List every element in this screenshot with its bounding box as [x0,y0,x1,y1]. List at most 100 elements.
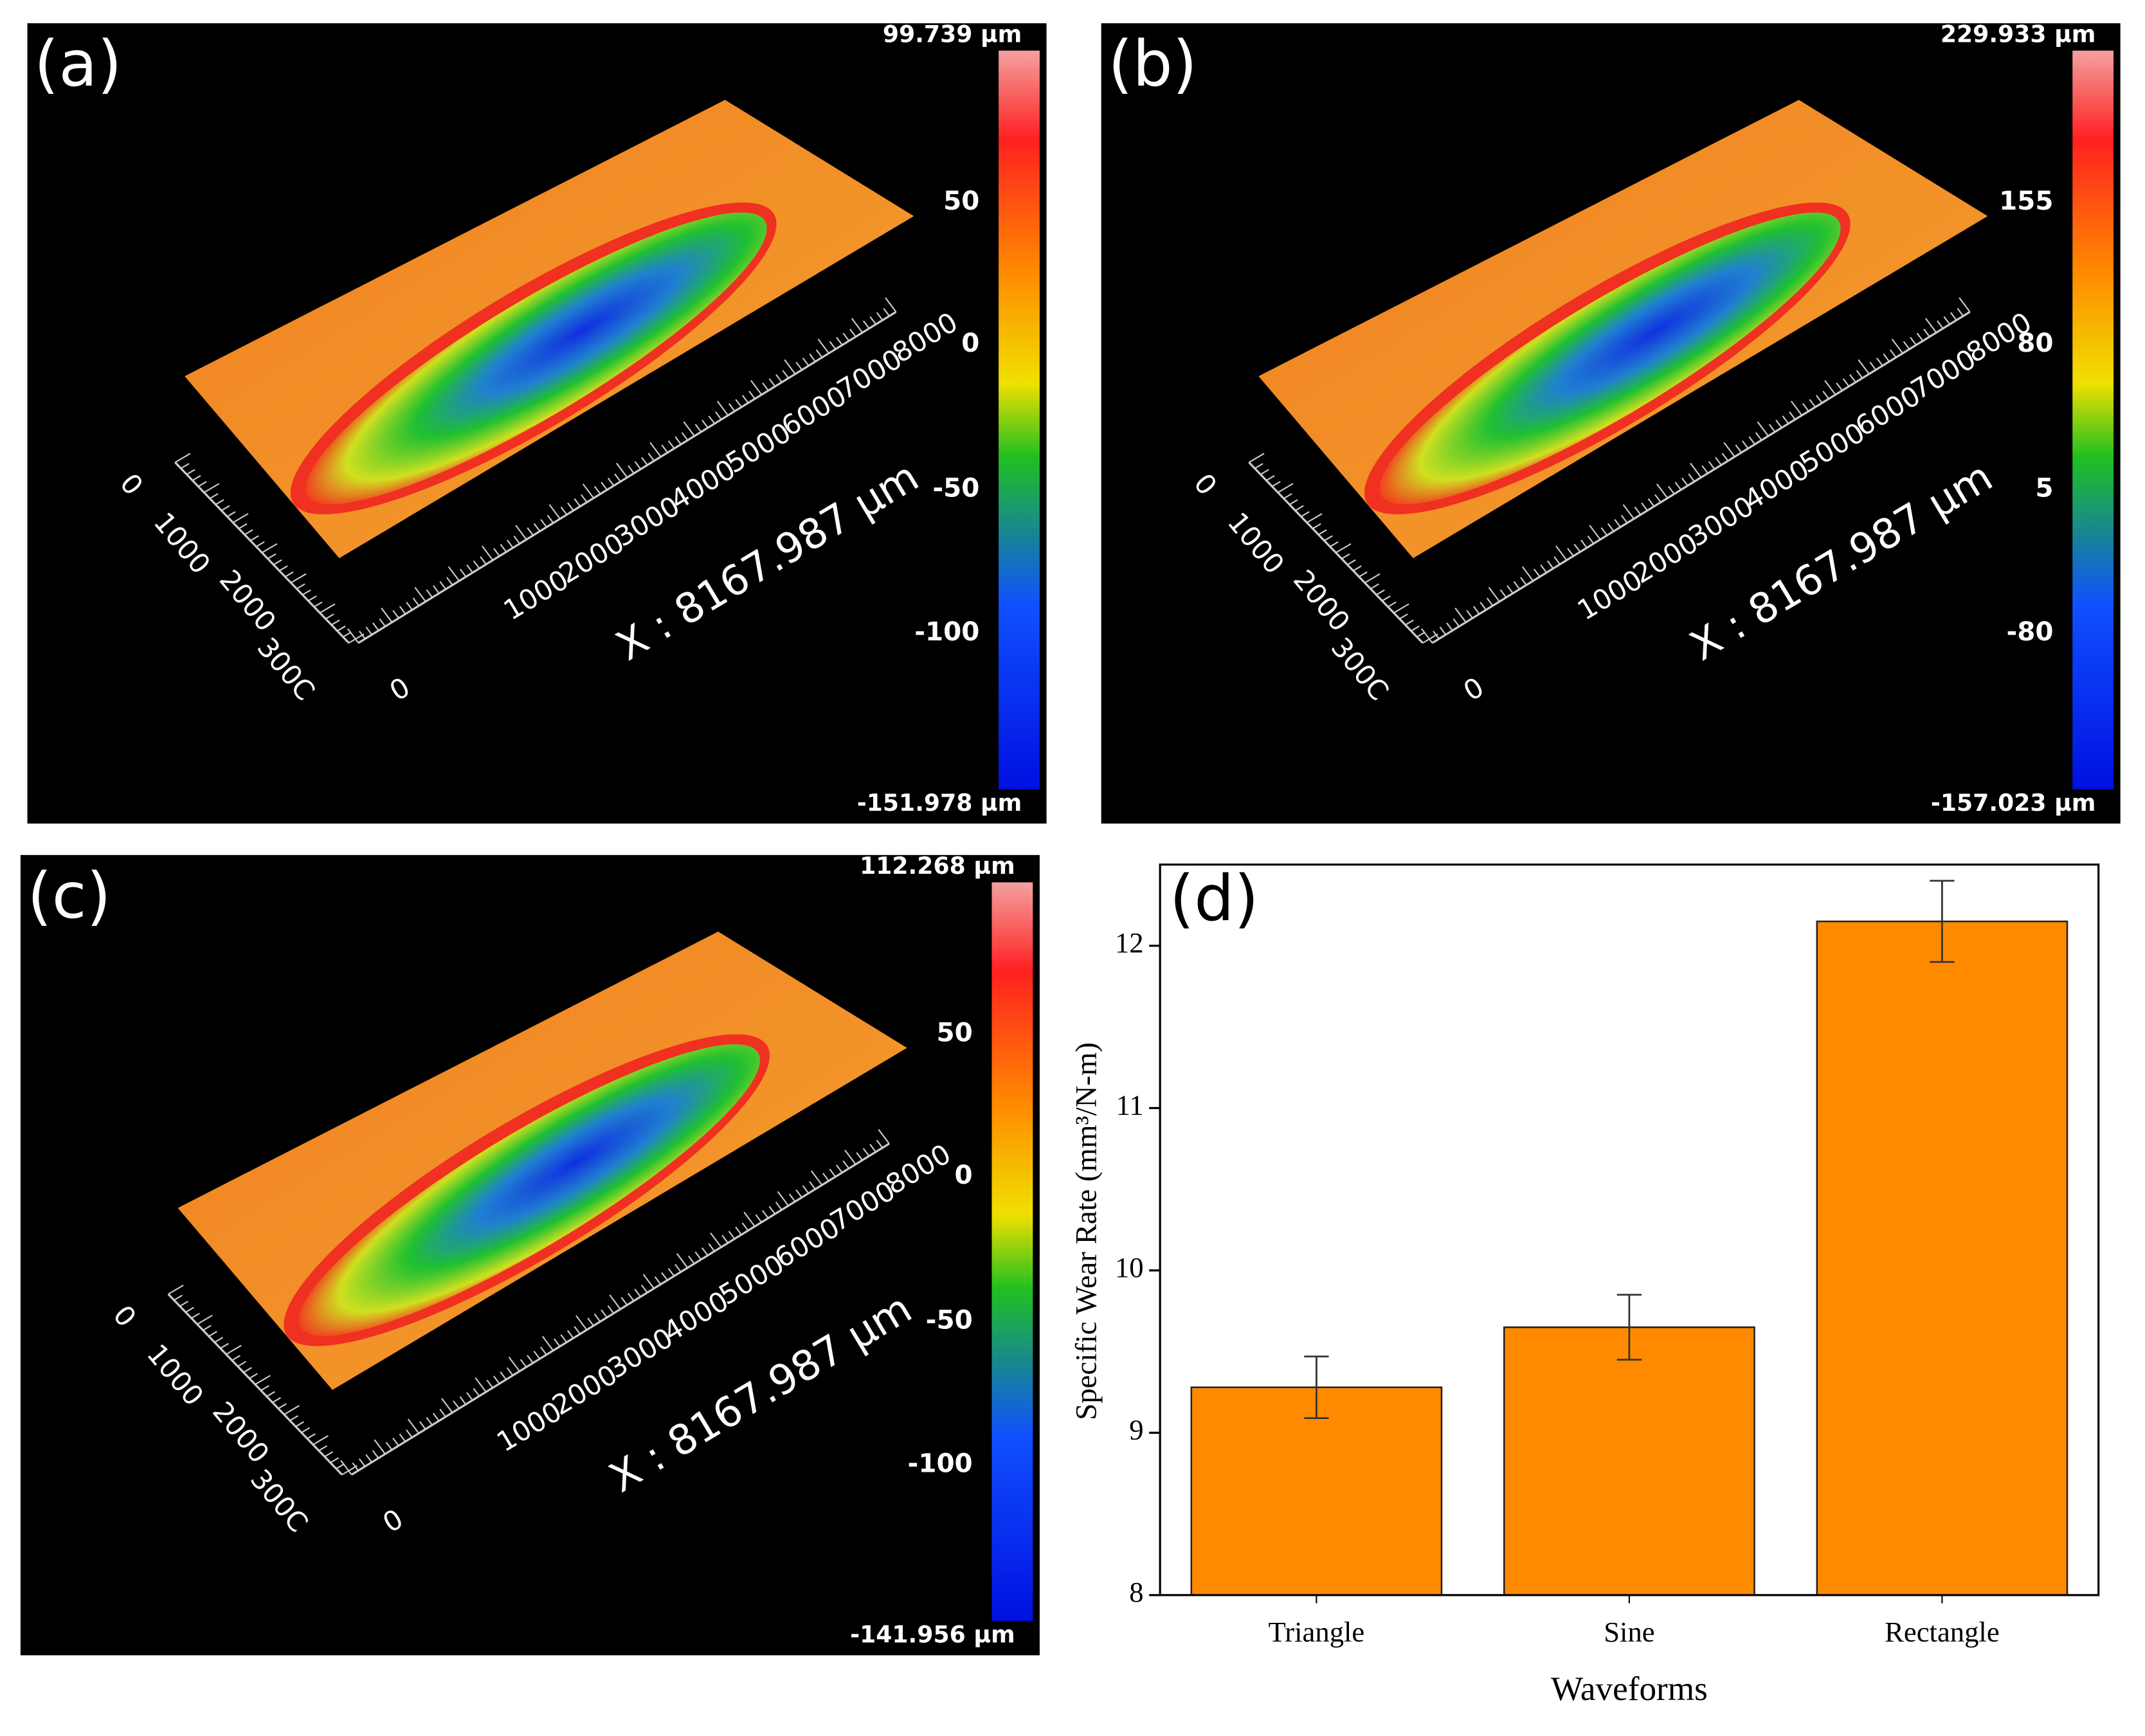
axis-tick [267,553,276,559]
axis-tick [795,1189,802,1198]
axis-tick [1654,494,1661,503]
axis-tick [849,329,856,338]
axis-tick [777,1191,789,1206]
axis-tick [439,1408,446,1418]
axis-tick [728,403,736,412]
axis-tick [1513,581,1521,590]
axis-tick [548,504,561,520]
axis-tick [566,1330,574,1339]
axis-tick [748,390,756,399]
axis-tick [325,613,334,620]
axis-tick [1824,380,1836,395]
axis-tick [352,1462,359,1471]
axis-tick [1587,535,1595,545]
axis-tick [1521,566,1534,582]
axis-tick [493,548,500,557]
axis-tick [782,370,790,379]
axis-tick [768,378,776,387]
axis-tick [560,506,568,516]
axis-tick [208,1330,217,1337]
wear-scar [1379,212,1841,505]
axis-tick [341,1465,358,1476]
axis-tick [1656,483,1669,499]
axis-tick [237,1361,246,1368]
axis-tick [674,436,682,445]
axis-tick [520,1359,527,1368]
wear-scar [305,212,767,505]
axis-tick [399,1433,406,1442]
axis-tick [1422,633,1438,644]
axis-tick [829,1168,837,1177]
axis-tick [1317,529,1327,536]
axis-tick [616,462,628,478]
axis-tick [1647,498,1655,507]
axis-tick [1433,631,1440,640]
axis-tick [1312,523,1321,530]
axis-tick [836,337,843,346]
axis-tick [1790,401,1803,416]
axis-tick [1260,469,1269,475]
axis-tick [768,1206,776,1215]
axis-tick [1466,610,1474,619]
axis-tick [1607,523,1615,532]
axis-tick [1553,556,1561,565]
axis-tick [667,1268,675,1277]
axis-tick [540,1346,547,1355]
axis-tick [741,395,749,404]
axis-tick [255,541,265,548]
colorbar-label: 5 [2035,473,2053,503]
axis-tick [255,1375,271,1386]
axis-tick [342,631,352,638]
axis-tick [885,297,897,312]
axis-tick [1439,626,1447,635]
axis-tick [1721,453,1729,462]
axis-tick [607,477,615,487]
axis-tick [784,359,796,375]
axis-tick [289,1415,299,1422]
axis-tick [1300,511,1310,518]
axis-tick [1341,553,1350,559]
axis-tick [261,543,278,554]
axis-tick [192,475,201,482]
error-bar [1930,880,1955,963]
axis-tick [1876,357,1883,366]
axis-tick [587,1317,594,1326]
axis-tick [441,1398,453,1413]
colorbar-label: 0 [955,1159,973,1190]
axis-tick [683,421,695,437]
axis-tick [295,1421,305,1427]
axis-tick [1376,589,1385,596]
colorbar-label: -50 [926,1304,973,1335]
axis-tick [1723,442,1735,458]
axis-tick [399,606,406,615]
axis-tick [1836,382,1843,392]
axis-tick [278,1403,287,1409]
axis-tick [466,1392,473,1401]
panel-label: (a) [34,28,122,101]
axis-tick [1589,525,1601,540]
axis-tick [249,535,259,541]
colorbar-label: -100 [914,616,979,647]
axis-tick [1388,601,1397,608]
x-tick-label: Sine [1604,1616,1654,1648]
axis-tick [1715,457,1722,466]
axis-tick [412,597,420,606]
axis-tick [231,1355,240,1361]
axis-tick [1283,493,1292,500]
axis-tick [407,1418,420,1434]
axis-tick [735,399,743,408]
wear-scar [298,1044,760,1337]
axis-tick [312,1435,329,1445]
axis-tick [459,1396,467,1405]
axis-tick [1359,571,1368,577]
panel-label: (b) [1108,28,1197,101]
axis-tick [1957,307,1964,317]
axis-tick [1254,463,1263,469]
axis-tick [708,1243,716,1252]
axis-tick [221,505,230,511]
axis-tick [593,485,601,494]
axis-tick [835,1164,843,1173]
bar [1190,1386,1443,1596]
